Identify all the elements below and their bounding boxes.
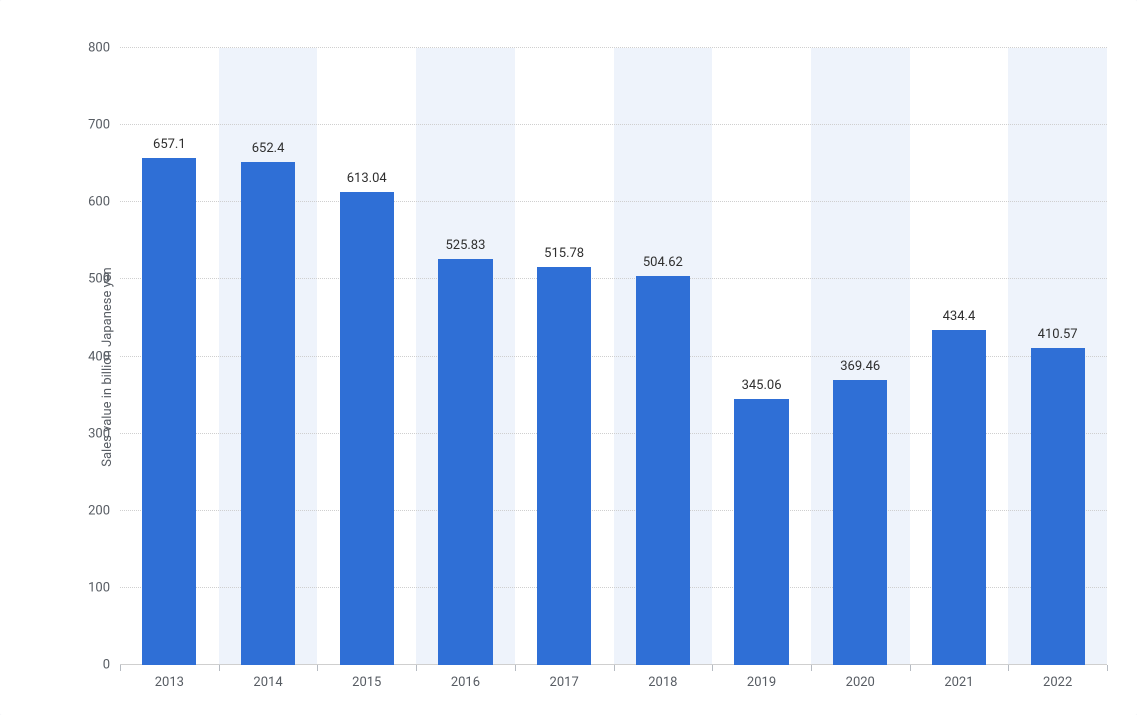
chart-area: Sales value in billion Japanese yen 0100… xyxy=(20,28,1117,705)
x-tick-label: 2020 xyxy=(846,675,875,690)
bar[interactable]: 504.62 xyxy=(636,276,690,665)
y-tick-label: 800 xyxy=(88,41,110,56)
y-tick-label: 400 xyxy=(88,349,110,364)
bar[interactable]: 613.04 xyxy=(340,192,394,665)
bar[interactable]: 369.46 xyxy=(833,380,887,665)
x-tick-mark xyxy=(614,665,615,671)
x-tick-label: 2019 xyxy=(747,675,776,690)
x-tick-label: 2015 xyxy=(352,675,381,690)
bar-value-label: 525.83 xyxy=(438,238,492,253)
bar-value-label: 652.4 xyxy=(241,141,295,156)
bar[interactable]: 410.57 xyxy=(1031,348,1085,665)
chart-card: Sales value in billion Japanese yen 0100… xyxy=(0,0,1137,715)
x-tick-mark xyxy=(910,665,911,671)
y-tick-label: 200 xyxy=(88,503,110,518)
x-tick-mark xyxy=(120,665,121,671)
x-tick-mark xyxy=(416,665,417,671)
bar-value-label: 410.57 xyxy=(1031,327,1085,342)
x-tick-label: 2018 xyxy=(648,675,677,690)
x-tick-label: 2016 xyxy=(451,675,480,690)
bar[interactable]: 525.83 xyxy=(438,259,492,665)
y-tick-label: 300 xyxy=(88,426,110,441)
x-tick-label: 2022 xyxy=(1043,675,1072,690)
x-tick-label: 2013 xyxy=(155,675,184,690)
y-tick-label: 700 xyxy=(88,118,110,133)
x-tick-mark xyxy=(811,665,812,671)
x-tick-label: 2014 xyxy=(253,675,282,690)
bar-value-label: 345.06 xyxy=(734,378,788,393)
bar-value-label: 504.62 xyxy=(636,255,690,270)
bar-value-label: 434.4 xyxy=(932,309,986,324)
y-tick-label: 500 xyxy=(88,272,110,287)
x-tick-mark xyxy=(1107,665,1108,671)
x-tick-mark xyxy=(712,665,713,671)
bars-layer: 657.1 652.4 613.04 525.83 515.78 504.62 345.06… xyxy=(120,48,1107,665)
plot-region: 0100200300400500600700800657.1652.4613.0… xyxy=(120,48,1107,665)
y-tick-label: 0 xyxy=(103,658,110,673)
bar-value-label: 369.46 xyxy=(833,359,887,374)
bar-value-label: 657.1 xyxy=(142,137,196,152)
x-tick-mark xyxy=(1008,665,1009,671)
bar[interactable]: 345.06 xyxy=(734,399,788,665)
x-tick-mark xyxy=(219,665,220,671)
bar[interactable]: 515.78 xyxy=(537,267,591,665)
bar[interactable]: 657.1 xyxy=(142,158,196,665)
y-tick-label: 100 xyxy=(88,580,110,595)
x-tick-label: 2021 xyxy=(944,675,973,690)
x-tick-label: 2017 xyxy=(550,675,579,690)
y-tick-label: 600 xyxy=(88,195,110,210)
bar-value-label: 515.78 xyxy=(537,246,591,261)
bar[interactable]: 434.4 xyxy=(932,330,986,665)
x-tick-mark xyxy=(317,665,318,671)
x-tick-mark xyxy=(515,665,516,671)
bar-value-label: 613.04 xyxy=(340,171,394,186)
bar[interactable]: 652.4 xyxy=(241,162,295,665)
